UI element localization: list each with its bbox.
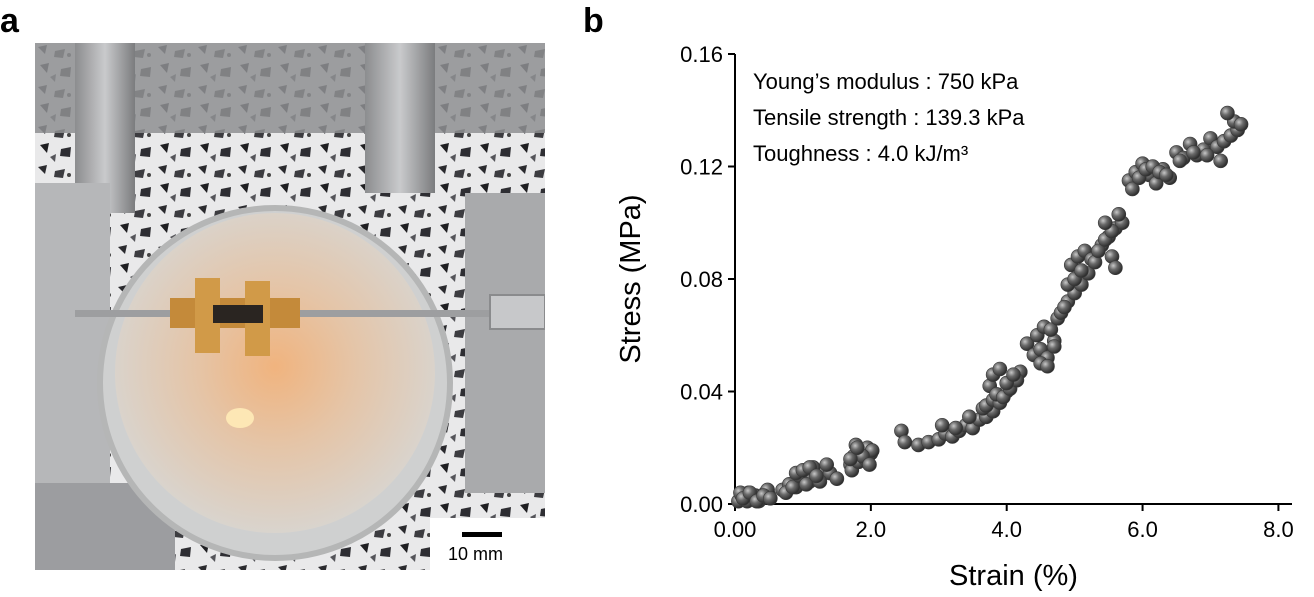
- x-tick-label: 0.00: [714, 517, 757, 542]
- data-point: [809, 468, 824, 484]
- scale-bar-line: [462, 532, 502, 537]
- data-point: [1199, 147, 1215, 163]
- data-point: [1043, 322, 1059, 337]
- chart-annotation: Young’s modulus : 750 kPa: [753, 69, 1019, 94]
- data-point: [897, 434, 913, 450]
- y-tick-label: 0.04: [680, 380, 723, 405]
- data-point: [1220, 105, 1235, 121]
- y-tick-label: 0.16: [680, 42, 723, 67]
- data-point: [934, 417, 950, 433]
- data-point: [1213, 153, 1228, 169]
- chart-annotations: Young’s modulus : 750 kPa Tensile strengt…: [753, 69, 1025, 166]
- chart-ticks: 0.00 2.0 4.0 6.0 8.0 0.00 0.04 0.08 0.12 0.16: [680, 42, 1294, 542]
- panel-b-letter: b: [583, 2, 604, 40]
- panel-a-letter: a: [0, 2, 19, 40]
- data-point: [1159, 167, 1174, 183]
- chart-annotation: Tensile strength : 139.3 kPa: [753, 105, 1025, 130]
- scale-bar-label: 10 mm: [448, 544, 504, 564]
- data-point: [1097, 215, 1113, 231]
- data-point: [862, 457, 877, 472]
- chart-points: [731, 105, 1249, 509]
- tensile-test-photo: [35, 43, 545, 570]
- data-point: [962, 409, 977, 425]
- data-point: [1125, 181, 1140, 197]
- data-point: [1172, 153, 1188, 169]
- data-point: [1074, 263, 1089, 278]
- data-point: [948, 420, 964, 436]
- scale-bar: 10 mm: [430, 518, 545, 571]
- x-tick-label: 2.0: [856, 517, 887, 542]
- y-tick-label: 0.12: [680, 155, 723, 180]
- data-point: [1108, 260, 1123, 276]
- y-axis-title: Stress (MPa): [615, 194, 647, 363]
- data-point: [1019, 336, 1035, 351]
- data-point: [843, 451, 858, 467]
- x-tick-label: 8.0: [1263, 517, 1294, 542]
- x-tick-label: 6.0: [1127, 517, 1158, 542]
- data-point: [992, 361, 1008, 377]
- data-point: [1091, 243, 1106, 259]
- chart-annotation: Toughness : 4.0 kJ/m³: [753, 141, 968, 166]
- data-point: [763, 491, 778, 506]
- data-point: [1046, 339, 1062, 354]
- data-point: [1111, 207, 1127, 222]
- data-point: [1006, 367, 1021, 382]
- data-point: [1186, 145, 1201, 160]
- data-point: [1233, 117, 1249, 132]
- data-point: [1057, 299, 1072, 315]
- data-point: [819, 457, 835, 472]
- data-point: [849, 440, 865, 456]
- stress-strain-chart: 0.00 2.0 4.0 6.0 8.0 0.00 0.04 0.08 0.12 0.16 You…: [600, 30, 1314, 597]
- x-tick-label: 4.0: [991, 517, 1022, 542]
- data-point: [829, 471, 845, 486]
- y-tick-label: 0.00: [680, 492, 723, 517]
- x-axis-title: Strain (%): [949, 560, 1078, 592]
- y-tick-label: 0.08: [680, 267, 723, 292]
- data-point: [1040, 358, 1055, 374]
